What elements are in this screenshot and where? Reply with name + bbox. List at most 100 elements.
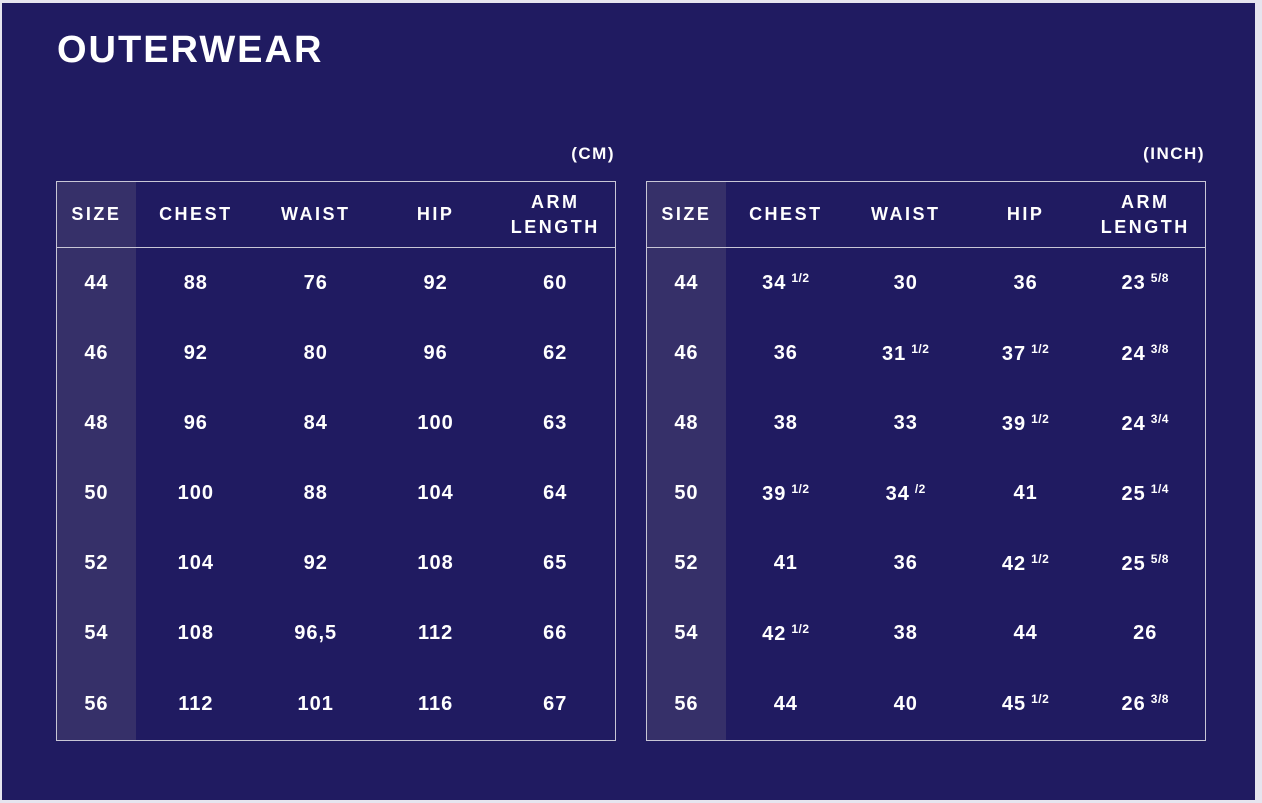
value-cell: 60 <box>543 272 568 294</box>
value-cell: 80 <box>303 342 328 365</box>
value-cell: 76 <box>303 272 328 294</box>
value-cell: 45 1/2 <box>1001 692 1050 716</box>
value-cell: 92 <box>303 552 328 575</box>
size-cell: 48 <box>646 388 726 459</box>
value-cell: 26 3/8 <box>1121 692 1169 716</box>
column-header: CHEST <box>159 204 233 225</box>
value-cell: 96 <box>423 342 448 365</box>
inch-table-section: (INCH) SIZE CHEST WAIST HIP ARM LENGTH 44 34 1… <box>646 144 1206 741</box>
value-cell: 88 <box>183 272 208 294</box>
fraction-superscript: 5/8 <box>1150 271 1169 286</box>
value-cell: 104 <box>417 482 454 505</box>
value-cell: 62 <box>543 342 568 365</box>
column-header: SIZE <box>56 181 136 248</box>
value-cell: 88 <box>303 482 328 505</box>
value-cell: 116 <box>417 692 454 715</box>
cm-table-header: SIZE CHEST WAIST HIP ARM LENGTH <box>56 181 616 248</box>
value-cell: 41 <box>773 552 798 575</box>
value-cell: 42 1/2 <box>762 621 810 645</box>
value-cell: 23 5/8 <box>1121 271 1169 295</box>
value-cell: 31 1/2 <box>881 341 930 365</box>
value-cell: 33 <box>893 412 918 435</box>
value-cell: 34 1/2 <box>762 271 810 295</box>
value-cell: 24 3/4 <box>1121 411 1169 435</box>
cm-size-table: SIZE CHEST WAIST HIP ARM LENGTH 44 88 76 92 60 46… <box>56 181 616 741</box>
column-header: ARM LENGTH <box>510 192 600 237</box>
value-cell: 100 <box>177 482 214 505</box>
size-cell: 54 <box>646 598 726 669</box>
size-cell: 46 <box>646 318 726 389</box>
size-cell: 54 <box>56 598 136 669</box>
inch-table-header: SIZE CHEST WAIST HIP ARM LENGTH <box>646 181 1206 248</box>
value-cell: 92 <box>423 272 448 294</box>
value-cell: 40 <box>893 692 918 715</box>
value-cell: 39 1/2 <box>1001 411 1050 435</box>
header-row: SIZE CHEST WAIST HIP ARM LENGTH <box>56 181 616 248</box>
value-cell: 36 <box>893 552 918 575</box>
value-cell: 84 <box>303 412 328 435</box>
page-title: OUTERWEAR <box>57 29 324 71</box>
fraction-superscript: 1/2 <box>1031 692 1050 707</box>
fraction-superscript: 1/2 <box>1031 551 1050 566</box>
value-cell: 42 1/2 <box>1001 551 1050 575</box>
value-cell: 25 5/8 <box>1121 551 1169 575</box>
table-row: 46 92 80 96 62 <box>56 319 616 389</box>
cm-table-section: (CM) SIZE CHEST WAIST HIP ARM LENGTH 44 88 76 9… <box>56 144 616 741</box>
fraction-superscript: 1/2 <box>791 621 810 636</box>
column-header: CHEST <box>749 204 823 225</box>
size-cell: 50 <box>56 458 136 529</box>
column-header: ARM LENGTH <box>1100 192 1190 237</box>
table-row: 54 108 96,5 112 66 <box>56 598 616 669</box>
fraction-superscript: 1/2 <box>911 341 930 356</box>
size-guide-page: OUTERWEAR (CM) SIZE CHEST WAIST HIP ARM LENG… <box>2 3 1255 800</box>
fraction-superscript: 1/2 <box>791 271 810 286</box>
value-cell: 64 <box>543 482 568 505</box>
column-header: SIZE <box>646 181 726 248</box>
value-cell: 38 <box>773 412 798 435</box>
value-cell: 108 <box>417 552 454 575</box>
fraction-superscript: 3/8 <box>1150 692 1169 707</box>
size-cell: 52 <box>56 528 136 599</box>
inch-unit-label: (INCH) <box>1143 144 1205 163</box>
value-cell: 39 1/2 <box>762 481 810 505</box>
size-cell: 52 <box>646 528 726 599</box>
fraction-superscript: 1/2 <box>791 481 810 496</box>
value-cell: 92 <box>183 342 208 365</box>
value-cell: 34/2 <box>885 481 926 505</box>
table-row: 56 44 40 45 1/2 26 3/8 <box>646 668 1206 741</box>
value-cell: 66 <box>543 622 568 645</box>
value-cell: 36 <box>1013 271 1038 294</box>
value-cell: 44 <box>773 692 798 715</box>
value-cell: 63 <box>543 412 568 435</box>
cm-table-body: 44 88 76 92 60 46 92 80 96 62 48 96 84 100 63 50 100 88 10… <box>56 247 616 741</box>
value-cell: 96 <box>183 412 208 435</box>
value-cell: 36 <box>773 342 798 365</box>
inch-table-body: 44 34 1/2 30 36 23 5/8 46 36 31 1/2 37 1/2 24 3/8 48 38 3… <box>646 247 1206 741</box>
fraction-superscript: 1/4 <box>1150 481 1169 496</box>
value-cell: 96,5 <box>294 622 338 645</box>
table-row: 50 100 88 104 64 <box>56 458 616 529</box>
value-cell: 101 <box>297 692 334 715</box>
value-cell: 26 <box>1133 622 1158 645</box>
table-row: 50 39 1/2 34/2 41 25 1/4 <box>646 458 1206 529</box>
fraction-superscript: /2 <box>914 481 926 496</box>
fraction-superscript: 1/2 <box>1031 341 1050 356</box>
table-row: 56 112 101 116 67 <box>56 668 616 741</box>
value-cell: 112 <box>178 692 214 715</box>
table-row: 44 88 76 92 60 <box>56 247 616 319</box>
table-row: 48 38 33 39 1/2 24 3/4 <box>646 388 1206 459</box>
header-row: SIZE CHEST WAIST HIP ARM LENGTH <box>646 181 1206 248</box>
value-cell: 41 <box>1013 482 1038 505</box>
inch-size-table: SIZE CHEST WAIST HIP ARM LENGTH 44 34 1/2 30 36 2… <box>646 181 1206 741</box>
column-header: HIP <box>1006 204 1045 225</box>
column-header: HIP <box>416 204 455 225</box>
value-cell: 108 <box>177 622 214 645</box>
fraction-superscript: 3/8 <box>1150 341 1169 356</box>
table-row: 44 34 1/2 30 36 23 5/8 <box>646 247 1206 319</box>
table-row: 48 96 84 100 63 <box>56 388 616 459</box>
column-header: WAIST <box>280 204 351 225</box>
value-cell: 25 1/4 <box>1121 481 1169 505</box>
size-cell: 44 <box>56 247 136 319</box>
table-row: 52 41 36 42 1/2 25 5/8 <box>646 528 1206 599</box>
table-row: 54 42 1/2 38 44 26 <box>646 598 1206 669</box>
